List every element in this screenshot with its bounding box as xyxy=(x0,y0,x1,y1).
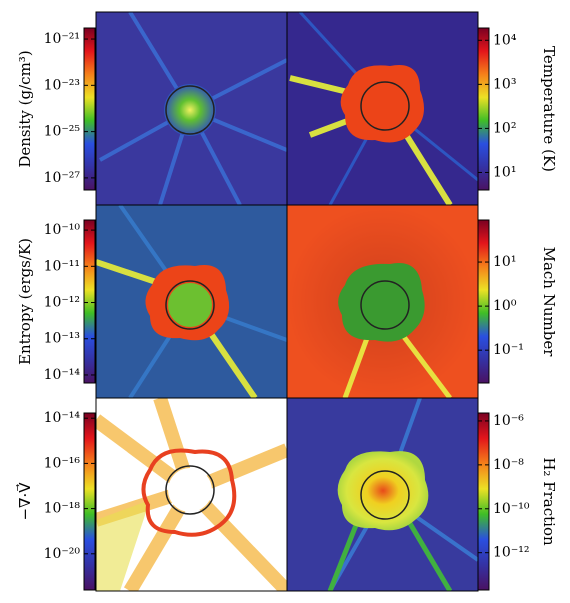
tick-label: 10⁴ xyxy=(493,32,517,48)
density-image xyxy=(96,12,287,205)
h2-image xyxy=(287,398,478,591)
tick-label: 10⁻²⁷ xyxy=(44,170,81,186)
tick-label: 10⁻²³ xyxy=(44,77,80,93)
axis-label: Entropy (ergs/K) xyxy=(16,238,34,365)
tick-label: 10⁻²¹ xyxy=(44,31,80,47)
tick-label: 10⁻¹⁰ xyxy=(493,501,530,517)
tick-label: 10⁻¹³ xyxy=(44,331,80,347)
tick-label: 10⁻⁸ xyxy=(493,457,524,473)
axis-label: H₂ Fraction xyxy=(540,457,558,546)
tick-label: 10⁻¹¹ xyxy=(44,258,80,274)
tick-label: 10¹ xyxy=(493,254,516,270)
tick-label: 10⁻²⁰ xyxy=(44,546,81,562)
entropy-image xyxy=(96,205,287,398)
tick-label: 10⁻¹⁰ xyxy=(44,222,81,238)
colorbar xyxy=(83,412,96,591)
axis-label: Temperature (K) xyxy=(540,46,558,172)
tick-label: 10⁰ xyxy=(493,298,517,314)
tick-label: 10² xyxy=(493,120,516,136)
divergence-image xyxy=(96,398,287,591)
tick-label: 10¹ xyxy=(493,164,516,180)
colorbar xyxy=(477,27,490,191)
axis-label: Mach Number xyxy=(540,247,558,358)
mach-image xyxy=(287,205,478,398)
tick-label: 10⁻¹² xyxy=(44,295,80,311)
tick-label: 10³ xyxy=(493,76,516,92)
temperature-image xyxy=(287,12,478,205)
tick-label: 10⁻¹⁸ xyxy=(44,501,81,517)
colorbar xyxy=(83,219,96,384)
colorbar xyxy=(477,412,490,591)
tick-label: 10⁻¹⁴ xyxy=(44,367,81,383)
tick-label: 10⁻¹⁶ xyxy=(44,455,81,471)
tick-label: 10⁻²⁵ xyxy=(44,124,81,140)
tick-label: 10⁻¹⁴ xyxy=(44,410,81,426)
tick-label: 10⁻⁶ xyxy=(493,413,524,429)
colorbar xyxy=(83,27,96,191)
tick-label: 10⁻¹² xyxy=(493,545,529,561)
tick-label: 10⁻¹ xyxy=(493,342,524,358)
colorbar xyxy=(477,219,490,384)
axis-label: −∇·V⃗ xyxy=(15,482,34,521)
axis-label: Density (g/cm³) xyxy=(16,50,34,167)
